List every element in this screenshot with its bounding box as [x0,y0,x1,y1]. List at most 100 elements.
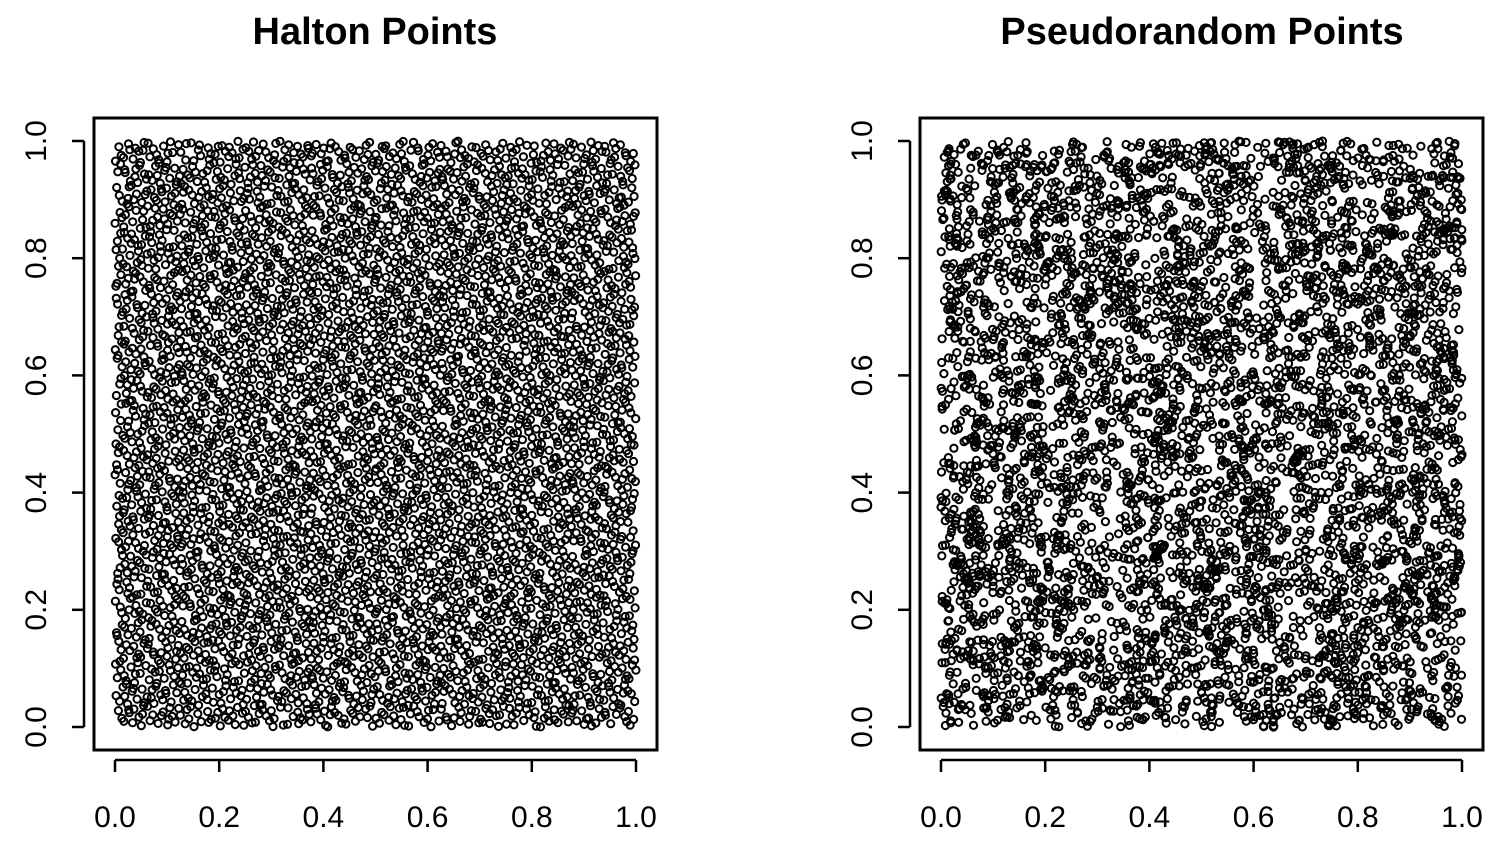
data-point [592,250,602,260]
data-point [226,299,236,309]
data-point [125,250,135,260]
data-point [201,502,211,512]
data-point [197,211,208,221]
data-point [111,408,121,418]
data-point [489,445,499,455]
data-point [178,601,188,611]
data-point [626,225,637,235]
data-point [242,631,252,642]
data-point [624,237,634,247]
data-point [554,315,564,325]
data-point [494,628,504,638]
data-point [308,468,318,478]
data-point [564,598,574,608]
data-point [193,646,203,656]
data-point [588,369,598,379]
data-point [185,431,195,441]
data-point [137,684,147,694]
data-point [560,272,571,282]
data-point [436,140,446,151]
data-point [218,250,229,260]
data-point [350,597,360,607]
data-point [628,456,639,467]
data-point [164,456,174,466]
data-point [303,272,313,282]
data-point [614,444,624,454]
data-point [331,259,341,269]
data-point [299,185,309,195]
data-point [600,349,610,359]
data-point [417,641,427,651]
data-point [423,705,434,715]
data-point [594,572,604,582]
data-point [365,490,376,500]
data-point [400,668,410,678]
data-point [549,705,559,715]
data-point [169,575,179,586]
data-point [130,358,140,368]
data-point [437,629,447,639]
data-point [243,471,253,481]
data-point [136,589,146,599]
data-point [287,617,297,627]
data-point [295,312,305,322]
data-point [116,270,126,280]
data-point [520,335,530,345]
data-point [429,194,439,204]
data-point [284,423,294,433]
data-point [380,496,390,506]
data-point [425,672,435,683]
data-point [442,189,452,199]
data-point [140,489,150,499]
data-point [270,473,280,483]
data-point [171,508,181,519]
data-point [373,229,383,239]
data-point [473,666,483,676]
data-point [595,538,606,548]
data-point [483,552,493,562]
data-point [127,500,137,510]
data-point [569,273,579,283]
data-point [396,394,406,404]
data-point [619,575,629,585]
data-point [272,379,282,389]
data-point [141,222,151,233]
data-point [226,179,236,189]
data-point [320,294,330,304]
data-point [391,405,402,415]
data-point [501,342,511,353]
data-point [377,204,387,214]
data-point [376,595,386,605]
data-point [550,608,560,618]
data-point [113,425,123,435]
data-point [488,633,499,643]
data-point [203,637,213,647]
data-point [301,681,311,691]
data-point [603,275,613,285]
data-point [463,511,473,521]
data-point [545,670,555,681]
data-point [627,173,637,184]
data-point [414,367,424,377]
data-point [415,546,425,556]
data-point [169,225,179,235]
data-point [283,703,293,713]
data-point [193,457,203,467]
data-point [355,543,365,553]
data-point [225,188,235,198]
data-point [551,305,561,315]
data-point [584,635,594,645]
data-point [530,277,540,288]
data-point [408,137,419,147]
data-point [128,217,138,227]
data-point [255,381,265,391]
data-point [179,445,189,455]
data-point [524,181,534,191]
data-point [545,155,556,165]
data-point [431,182,441,192]
data-point [387,242,398,252]
data-point [360,572,370,583]
data-point [268,345,278,355]
data-point [111,691,121,701]
data-point [466,554,476,564]
